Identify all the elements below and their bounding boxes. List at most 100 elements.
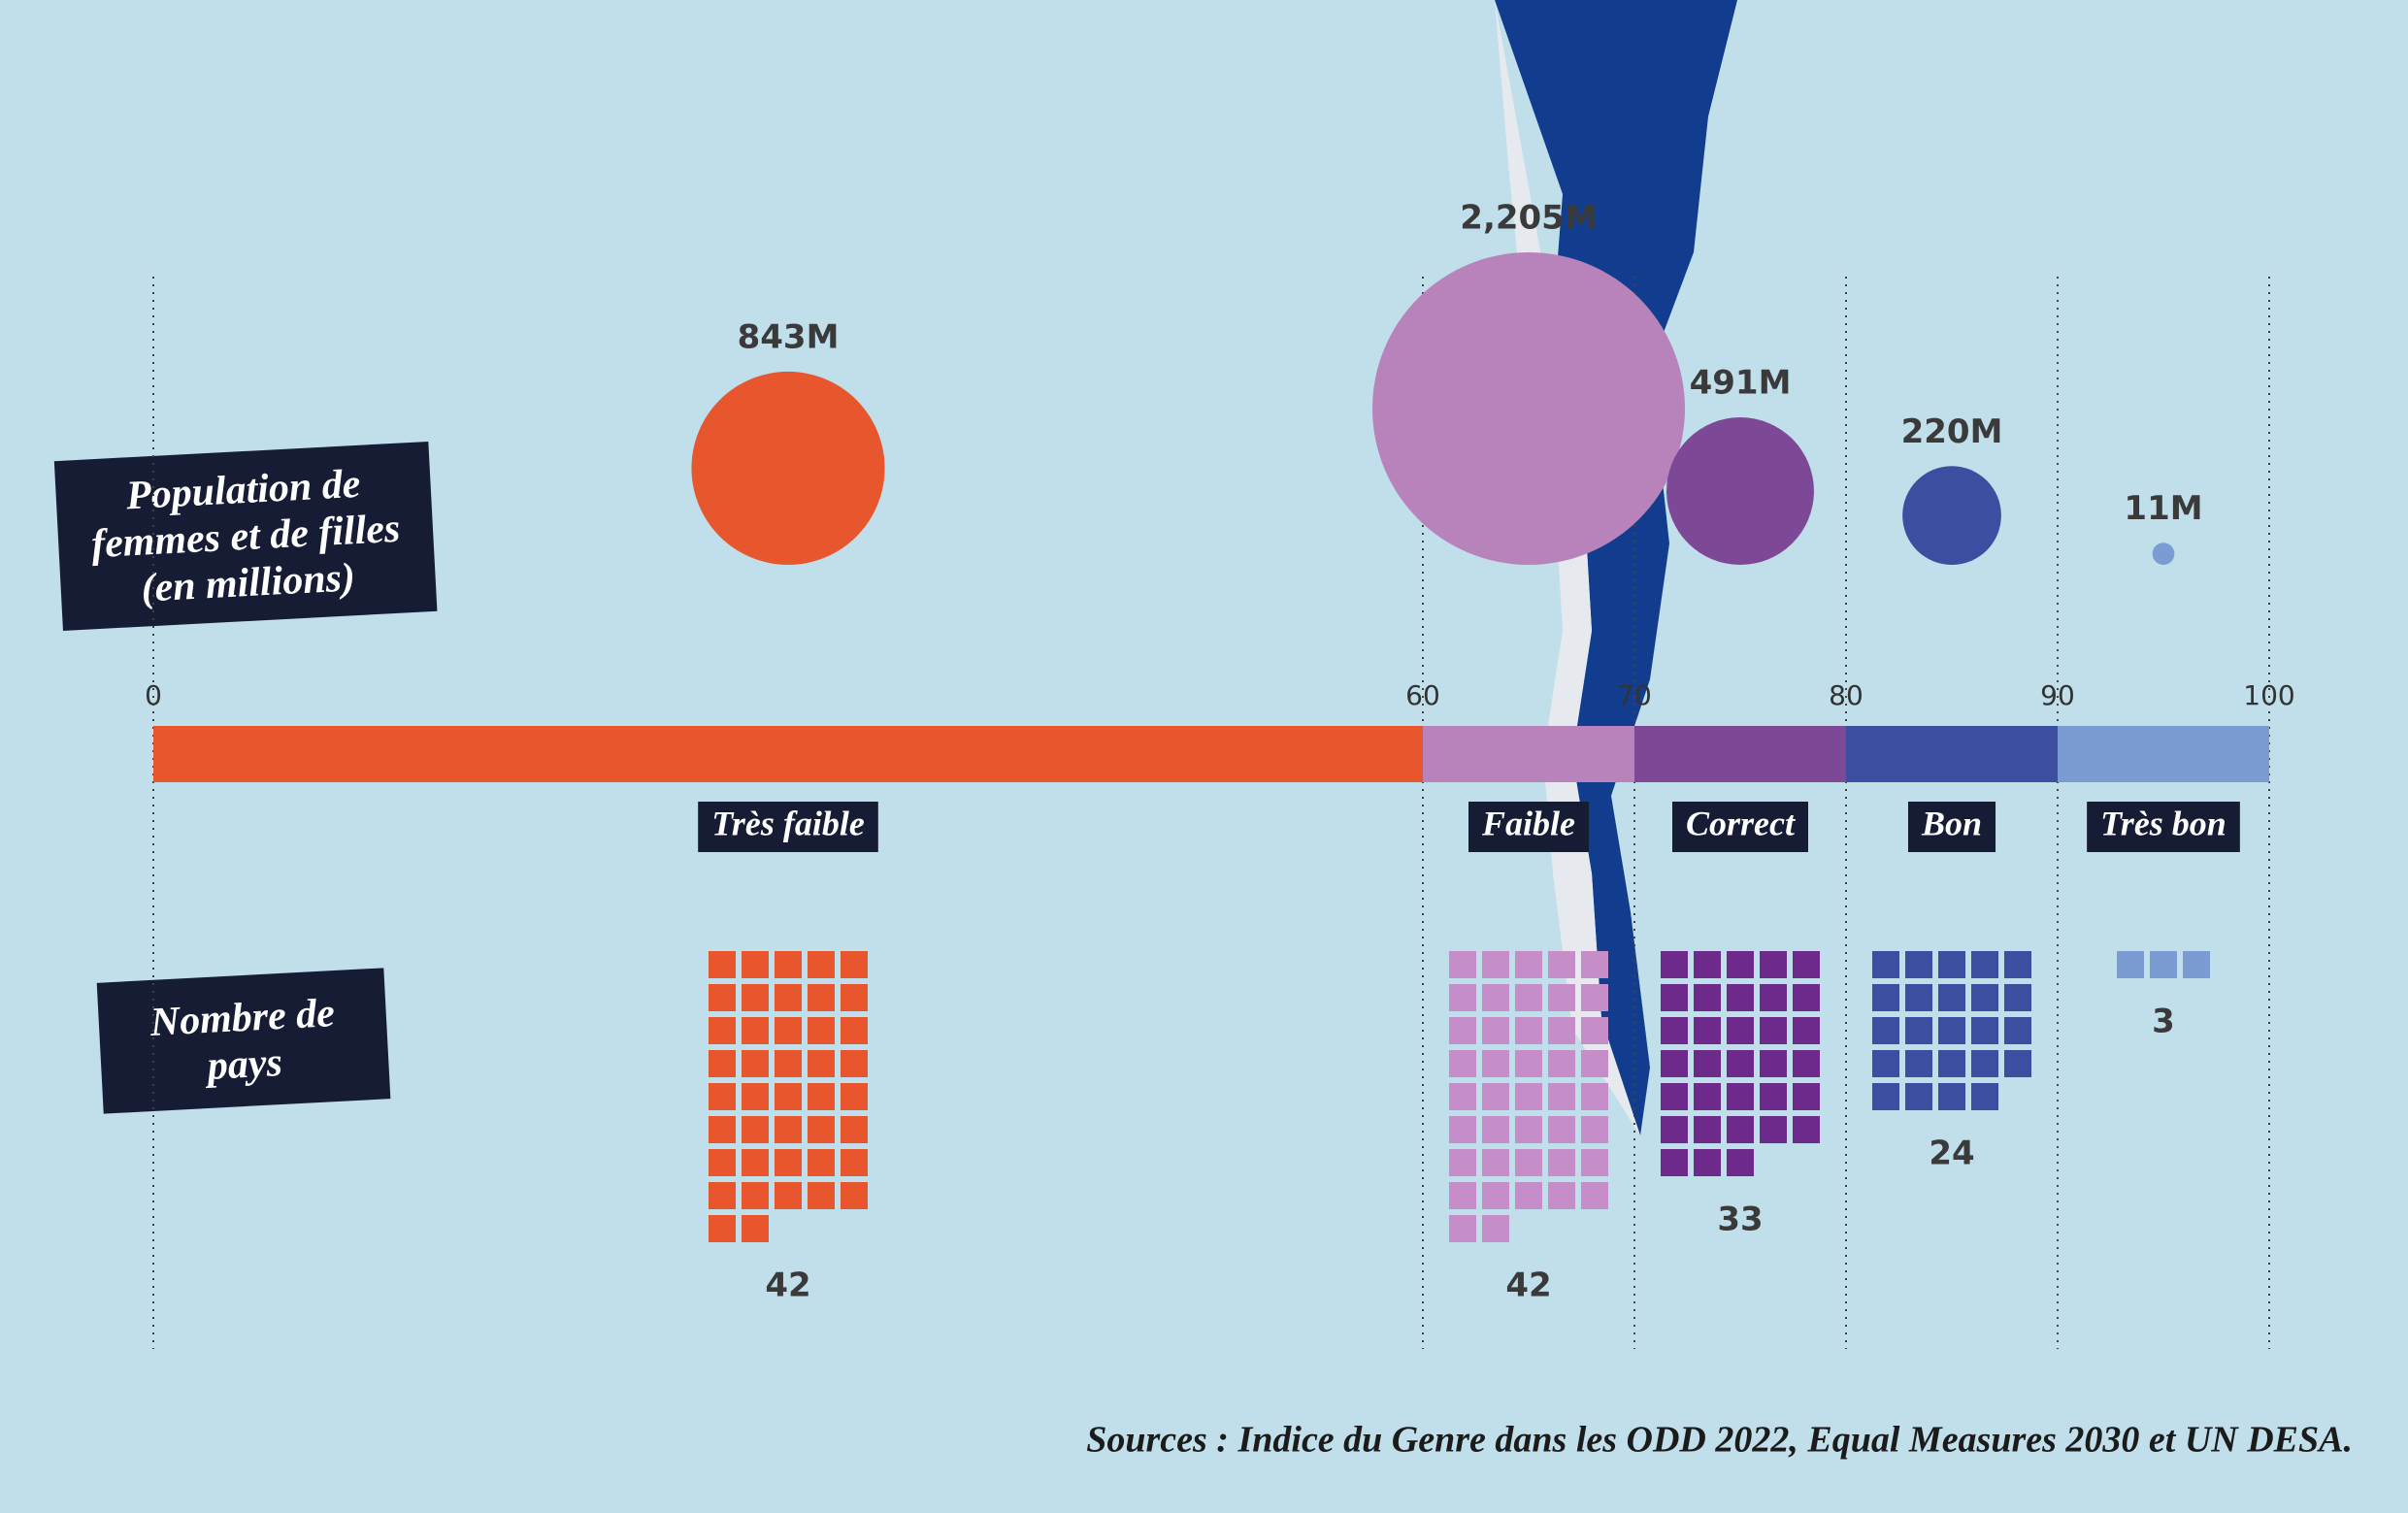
waffle-square xyxy=(709,984,736,1011)
waffle-square xyxy=(709,1215,736,1242)
waffle-square xyxy=(775,1017,802,1044)
count-label: 42 xyxy=(1505,1266,1551,1305)
waffle-square xyxy=(1661,1017,1688,1044)
waffle xyxy=(2117,951,2210,978)
waffle-square xyxy=(1515,1182,1542,1209)
waffle-square xyxy=(1548,1017,1575,1044)
label-box xyxy=(53,442,438,631)
waffle-square xyxy=(1515,1017,1542,1044)
waffle-square xyxy=(1449,1215,1476,1242)
waffle-square xyxy=(1793,951,1820,978)
waffle-square xyxy=(841,984,868,1011)
waffle-square xyxy=(1548,1050,1575,1077)
waffle-square xyxy=(1482,951,1509,978)
x-tick-label: 70 xyxy=(1617,679,1652,711)
waffle-square xyxy=(2150,951,2177,978)
waffle-square xyxy=(1760,1116,1787,1143)
waffle-square xyxy=(742,1116,769,1143)
waffle-square xyxy=(1872,1017,1899,1044)
waffle-square xyxy=(1661,1149,1688,1176)
waffle-square xyxy=(1905,1017,1932,1044)
waffle-square xyxy=(1515,1116,1542,1143)
category-segment xyxy=(2058,726,2269,782)
waffle-square xyxy=(775,1182,802,1209)
waffle-square xyxy=(1727,1050,1754,1077)
waffle-square xyxy=(709,1182,736,1209)
waffle-square xyxy=(709,1149,736,1176)
waffle-square xyxy=(1548,1116,1575,1143)
waffle-square xyxy=(1661,1050,1688,1077)
category-label: Faible xyxy=(1481,804,1575,842)
waffle-square xyxy=(1449,1149,1476,1176)
waffle-square xyxy=(1449,1017,1476,1044)
label-holder: Nombre de pays xyxy=(149,991,336,1089)
category-label-group: Correct xyxy=(1672,802,1808,852)
waffle-square xyxy=(1581,984,1608,1011)
waffle-square xyxy=(1515,951,1542,978)
waffle-square xyxy=(808,1083,835,1110)
waffle-square xyxy=(1581,951,1608,978)
waffle-square xyxy=(808,951,835,978)
waffle-square xyxy=(775,1149,802,1176)
population-label: Population de femmes et de filles (en mi… xyxy=(89,461,402,611)
category-box xyxy=(1672,802,1808,852)
x-tick-label: 0 xyxy=(145,679,162,711)
waffle-square xyxy=(1793,1017,1820,1044)
waffle-square xyxy=(1694,951,1721,978)
waffle-square xyxy=(808,1116,835,1143)
waffle-square xyxy=(1694,1083,1721,1110)
waffle-square xyxy=(1760,951,1787,978)
waffle-square xyxy=(1482,1083,1509,1110)
waffle-square xyxy=(1727,1083,1754,1110)
waffle-square xyxy=(1727,951,1754,978)
waffle-square xyxy=(1449,984,1476,1011)
waffle-square xyxy=(1449,1050,1476,1077)
waffle-square xyxy=(1760,984,1787,1011)
value-label: 843M xyxy=(738,317,840,356)
waffle-square xyxy=(1971,1017,1998,1044)
waffle-square xyxy=(1760,1050,1787,1077)
waffle-square xyxy=(709,1050,736,1077)
count-label: 24 xyxy=(1929,1135,1974,1173)
waffle-square xyxy=(1793,1083,1820,1110)
x-tick-label: 90 xyxy=(2040,679,2075,711)
label-box xyxy=(96,968,391,1114)
waffle-square xyxy=(1581,1149,1608,1176)
waffle-square xyxy=(2183,951,2210,978)
waffle-square xyxy=(1694,1017,1721,1044)
waffle-square xyxy=(808,984,835,1011)
waffle-square xyxy=(2004,1017,2031,1044)
x-tick-label: 100 xyxy=(2243,679,2294,711)
waffle-square xyxy=(742,1149,769,1176)
waffle-square xyxy=(709,1017,736,1044)
waffle-square xyxy=(1905,1083,1932,1110)
waffle-square xyxy=(742,1215,769,1242)
category-segment xyxy=(1634,726,1846,782)
count-label: 33 xyxy=(1717,1201,1763,1239)
waffle-square xyxy=(1661,1083,1688,1110)
waffle-square xyxy=(1548,1083,1575,1110)
value-label: 491M xyxy=(1690,364,1792,403)
waffle-square xyxy=(742,951,769,978)
category-label: Bon xyxy=(1921,804,1982,842)
waffle-square xyxy=(1760,1017,1787,1044)
waffle-square xyxy=(1515,1149,1542,1176)
waffle xyxy=(1449,951,1608,1242)
category-segment xyxy=(1423,726,1634,782)
waffle-square xyxy=(841,1050,868,1077)
category-label-group: Bon xyxy=(1907,802,1996,852)
waffle-square xyxy=(1905,951,1932,978)
waffle-square xyxy=(1661,984,1688,1011)
waffle-square xyxy=(1872,1083,1899,1110)
waffle-square xyxy=(742,1182,769,1209)
category-label: Très bon xyxy=(2100,804,2227,842)
waffle-square xyxy=(1938,1083,1965,1110)
waffle-square xyxy=(1727,1116,1754,1143)
waffle xyxy=(709,951,868,1242)
source: Sources : Indice du Genre dans les ODD 2… xyxy=(1086,1420,2353,1461)
waffle-square xyxy=(775,951,802,978)
waffle-square xyxy=(1581,1116,1608,1143)
waffle-square xyxy=(1872,984,1899,1011)
waffle-square xyxy=(841,1182,868,1209)
